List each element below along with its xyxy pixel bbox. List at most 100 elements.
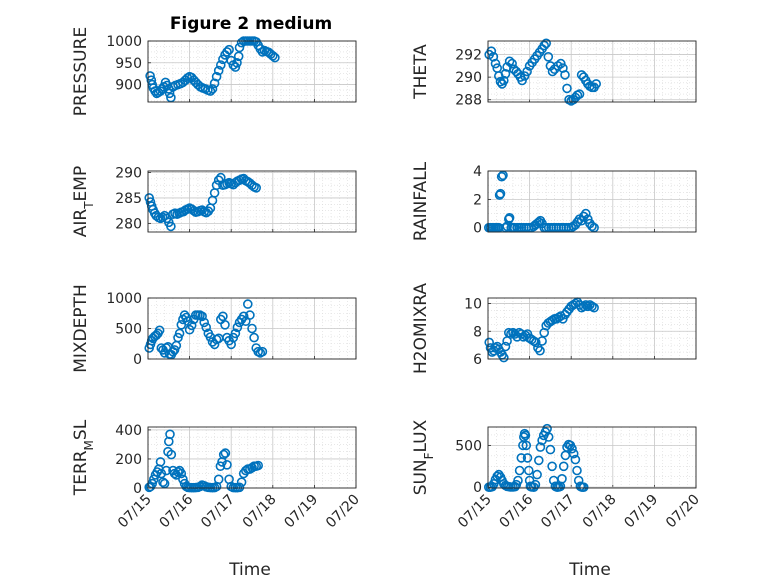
y-tick-label: 0	[473, 221, 482, 237]
data-point	[587, 221, 597, 232]
data-point	[572, 465, 582, 476]
data-point	[514, 465, 525, 476]
data-point	[555, 58, 566, 69]
data-point	[574, 89, 585, 99]
data-point	[233, 51, 244, 62]
data-point	[211, 71, 222, 82]
data-point	[166, 221, 176, 232]
figure-title: Figure 2 medium	[170, 14, 332, 34]
data-point	[513, 475, 523, 486]
x-tick-label: 07/15	[115, 492, 155, 532]
data-point	[173, 332, 183, 343]
data-point	[251, 183, 262, 193]
data-point	[144, 193, 154, 203]
data-point	[490, 58, 501, 69]
data-point	[580, 300, 591, 310]
y-tick-label: 290	[455, 70, 482, 86]
data-point	[535, 345, 545, 356]
data-point	[253, 460, 264, 471]
axes-frame	[487, 170, 697, 233]
data-point	[578, 482, 589, 493]
y-tick-label: 8	[473, 324, 482, 340]
data-point	[176, 468, 187, 479]
data-point	[560, 70, 570, 80]
data-point	[498, 75, 509, 86]
data-point	[165, 429, 175, 440]
x-tick-label: 07/20	[663, 492, 703, 532]
y-tick-label: 200	[115, 452, 142, 468]
y-tick-label: 400	[115, 423, 142, 439]
y-axis-label: AIRTEMP	[71, 166, 96, 237]
data-point	[568, 448, 579, 459]
y-axis-label: RAINFALL	[411, 161, 431, 241]
y-axis-label: TERRMSL	[71, 419, 96, 496]
y-axis-label: MIXDEPTH	[71, 284, 91, 373]
data-point	[500, 69, 511, 79]
data-point	[213, 474, 224, 485]
data-point	[234, 482, 245, 493]
x-tick-label: 07/16	[157, 491, 197, 531]
data-point	[243, 299, 253, 309]
x-tick-label: 07/16	[497, 491, 537, 531]
y-tick-label: 950	[115, 56, 142, 72]
data-point	[234, 42, 245, 53]
y-axis-label: THETA	[411, 44, 431, 100]
data-point	[222, 459, 232, 470]
subplot-rainfall: 0 2 4 RAINFALL	[411, 161, 697, 241]
data-point	[507, 58, 517, 69]
y-tick-label: 0	[473, 480, 482, 496]
data-point	[230, 328, 241, 339]
data-point	[247, 323, 257, 334]
data-point	[197, 311, 207, 322]
data-point	[486, 46, 497, 57]
subplot-air: 280 285 290 AIRTEMP	[71, 166, 357, 237]
subplot-theta: 288 290 292 THETA	[411, 38, 697, 109]
y-tick-label: 280	[115, 216, 142, 232]
data-point	[484, 337, 495, 348]
y-tick-label: 10	[464, 297, 482, 313]
axes-background	[488, 41, 696, 102]
y-tick-label: 900	[115, 78, 142, 94]
data-point	[232, 322, 243, 333]
data-point	[166, 449, 177, 460]
data-point	[504, 56, 515, 67]
data-point	[199, 317, 209, 328]
data-point	[547, 461, 557, 472]
x-axis-label: Time	[228, 560, 271, 580]
data-point	[230, 62, 241, 72]
y-tick-label: 0	[133, 481, 142, 497]
data-point	[245, 310, 255, 320]
x-tick-label: 07/19	[281, 492, 321, 532]
data-point	[145, 71, 155, 81]
y-tick-label: 1000	[106, 34, 142, 50]
data-point	[587, 301, 597, 312]
data-point	[220, 319, 230, 330]
data-point	[558, 461, 569, 472]
y-tick-label: 4	[473, 164, 482, 180]
data-point	[547, 66, 558, 77]
y-tick-label: 290	[115, 166, 142, 182]
x-tick-label: 07/18	[580, 492, 620, 532]
data-point	[267, 50, 278, 61]
data-point	[545, 444, 556, 455]
data-point	[224, 44, 234, 55]
axes-frame	[147, 426, 357, 489]
x-tick-label: 07/19	[621, 492, 661, 532]
y-tick-label: 0	[133, 352, 142, 368]
axes-frame	[147, 40, 357, 103]
y-tick-label: 288	[455, 93, 482, 109]
data-point	[522, 66, 532, 77]
data-point	[220, 448, 231, 458]
data-point	[207, 84, 218, 94]
axes-frame	[147, 170, 357, 233]
data-point	[270, 52, 280, 63]
data-point	[533, 455, 544, 466]
data-point	[580, 208, 591, 219]
data-point	[520, 430, 531, 441]
data-point	[247, 462, 257, 473]
data-point	[582, 301, 593, 312]
data-point	[523, 465, 534, 476]
data-point	[521, 440, 532, 451]
